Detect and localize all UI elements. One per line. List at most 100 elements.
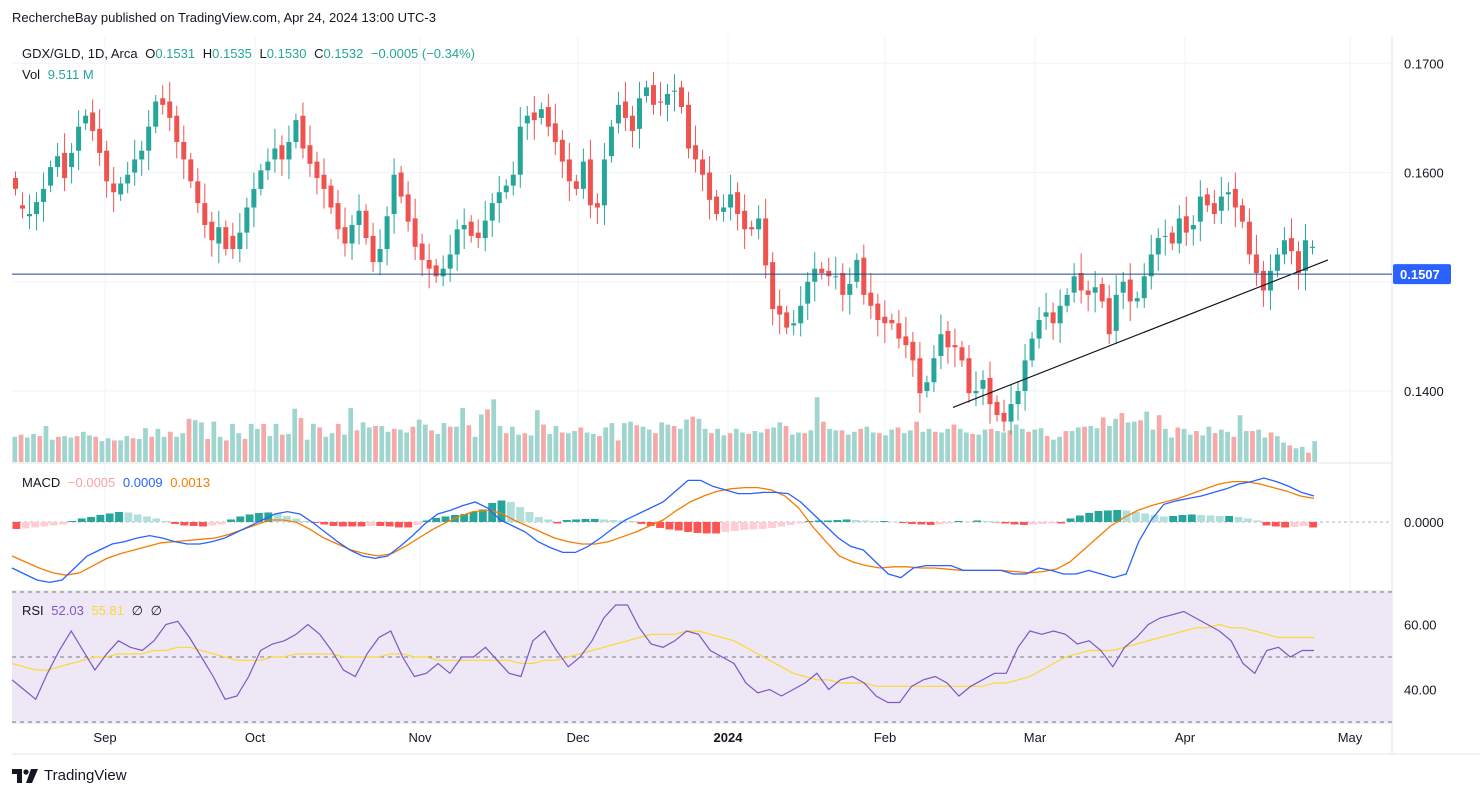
candle-body [20, 205, 26, 209]
macd-hist-bar [1019, 521, 1028, 525]
candle-body [987, 377, 993, 405]
volume-bar [354, 430, 360, 462]
candle-body [819, 268, 825, 274]
volume-bar [939, 432, 944, 462]
macd-hist-bar [413, 521, 422, 525]
candle-body [300, 115, 306, 149]
macd-hist-bar [96, 514, 105, 522]
candle-body [237, 232, 243, 249]
candle-body [1071, 276, 1077, 293]
volume-bar [1156, 415, 1162, 462]
volume-bar [441, 423, 447, 462]
candle-body [83, 115, 89, 124]
macd-hist-bar [357, 521, 366, 527]
candle-body [1050, 312, 1056, 324]
symbol-label[interactable]: GDX/GLD, 1D, Arca [22, 46, 138, 61]
macd-hist-bar [712, 521, 720, 534]
publisher-header: RechercheBay published on TradingView.co… [12, 10, 436, 25]
macd-hist-bar [143, 516, 151, 522]
volume-bar [279, 434, 285, 462]
macd-hist-bar [432, 517, 441, 522]
volume-bar [995, 431, 1000, 462]
macd-hist-bar [227, 519, 235, 522]
macd-hist-bar [982, 520, 991, 522]
candle-body [482, 220, 488, 239]
volume-bar [261, 423, 266, 462]
volume-bar [199, 422, 204, 462]
tradingview-logo[interactable]: TradingView [12, 767, 127, 784]
candle-body [959, 347, 965, 361]
volume-bar [1069, 431, 1075, 462]
volume-bar [1187, 434, 1193, 462]
macd-label[interactable]: MACD [22, 475, 61, 490]
close-label: C [314, 46, 324, 61]
macd-hist-bar [301, 520, 310, 522]
volume-bar [174, 436, 179, 462]
macd-hist-bar [954, 520, 963, 522]
macd-hist-bar [199, 521, 207, 527]
volume-bar [1113, 418, 1118, 462]
rsi-axis-tick: 60.00 [1404, 618, 1437, 633]
rsi-label[interactable]: RSI [22, 603, 44, 618]
volume-bar [366, 427, 372, 462]
candle-body [1064, 294, 1070, 306]
candle-body [847, 283, 853, 295]
candle-body [1211, 203, 1217, 215]
candle-body [714, 196, 720, 215]
macd-hist-bar [31, 521, 39, 528]
candle-body [1232, 188, 1238, 208]
volume-bar [410, 426, 416, 462]
grid-lines [12, 36, 1392, 722]
volume-bar [1250, 431, 1255, 462]
candle-body [608, 126, 614, 157]
volume-bar [646, 429, 652, 462]
macd-hist-bar [171, 521, 179, 524]
candle-body [777, 305, 783, 315]
volume-bar [1057, 436, 1063, 462]
candle-body [90, 112, 96, 132]
macd-axis-tick: 0.0000 [1404, 515, 1444, 530]
macd-hist-bar [236, 516, 245, 522]
macd-hist-bar [516, 506, 525, 522]
macd-hist-bar [339, 521, 347, 527]
candle-body [1267, 270, 1273, 291]
volume-bar [926, 428, 932, 462]
volume-bar [553, 426, 559, 462]
volume-bar [908, 430, 913, 462]
candle-body [202, 203, 208, 225]
volume-bar [87, 435, 92, 462]
macd-hist-bar [758, 521, 767, 529]
close-value: 0.1532 [323, 46, 364, 61]
volume-bar [640, 426, 646, 462]
candle-body [1057, 305, 1063, 324]
publisher-text: RechercheBay published on TradingView.co… [12, 10, 436, 25]
volume-bar [522, 433, 528, 462]
candle-body [55, 156, 61, 168]
macd-legend: MACD −0.0005 0.0009 0.0013 [22, 475, 214, 490]
candle-body [833, 276, 839, 278]
volume-bar [1100, 417, 1106, 462]
macd-hist-bar [1094, 510, 1103, 522]
candle-body [433, 265, 439, 277]
volume-bar [298, 418, 304, 462]
macd-hist-bar [908, 521, 916, 524]
macd-hist-bar [217, 521, 226, 525]
volume-bar [609, 423, 615, 462]
candle-body [545, 107, 551, 127]
candle-body [314, 161, 320, 178]
macd-hist-bar [814, 520, 823, 522]
volume-value: 9.511 M [47, 67, 94, 82]
volume-bar [1181, 428, 1187, 462]
macd-hist-bar [404, 521, 413, 528]
volume-bar [416, 419, 422, 462]
volume-bar [634, 425, 640, 462]
volume-bar [435, 433, 441, 462]
candle-body [1106, 298, 1112, 335]
macd-hist-bar [394, 521, 403, 528]
macd-hist-bar [525, 511, 534, 522]
volume-bar [429, 430, 434, 462]
candle-body [1176, 218, 1182, 244]
time-axis-tick: Feb [874, 730, 896, 745]
candle-body [454, 229, 460, 255]
